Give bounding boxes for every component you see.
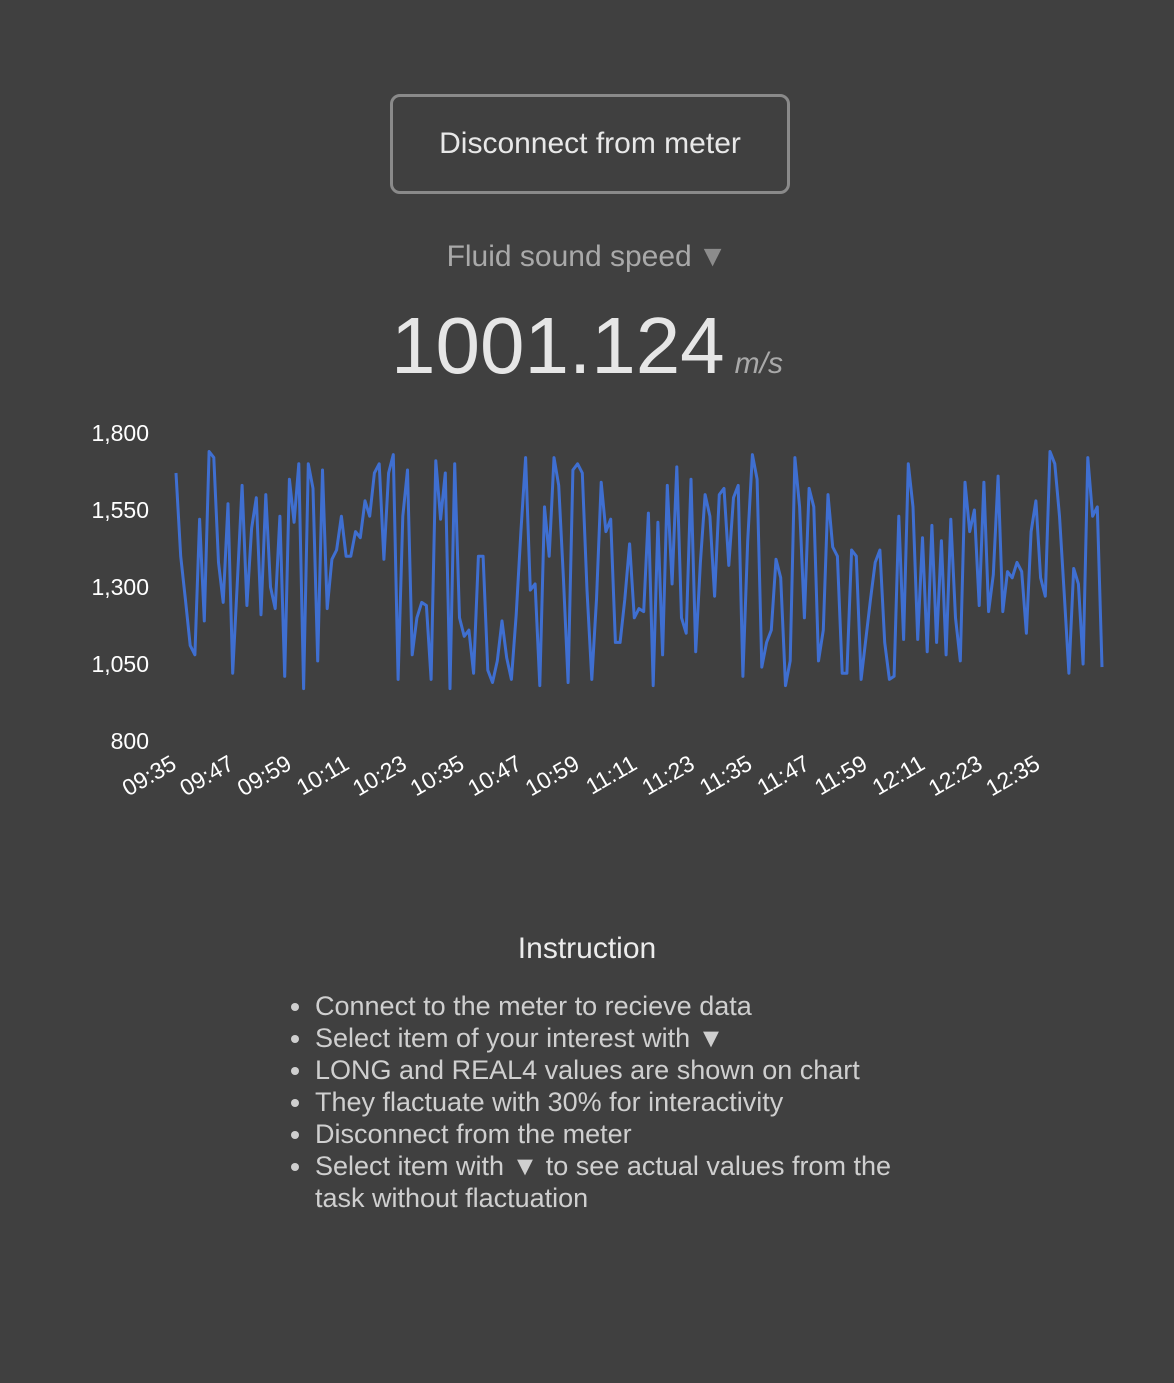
parameter-selector-label: Fluid sound speed — [446, 240, 692, 273]
x-tick-label: 11:23 — [637, 750, 698, 800]
x-tick-label: 12:11 — [868, 750, 929, 800]
x-tick-label: 11:47 — [752, 750, 813, 800]
list-item: Select item with ▼ to see actual values … — [291, 1150, 905, 1214]
list-item: They flactuate with 30% for interactivit… — [291, 1086, 905, 1118]
x-tick-label: 11:11 — [581, 750, 641, 800]
disconnect-button[interactable]: Disconnect from meter — [390, 94, 790, 194]
series-layer — [174, 450, 1104, 691]
x-tick-label: 10:47 — [463, 750, 526, 801]
series-line — [174, 450, 1104, 691]
instruction-title: Instruction — [517, 932, 657, 965]
list-item: LONG and REAL4 values are shown on chart — [291, 1054, 905, 1086]
x-axis: 09:3509:4709:5910:1110:2310:3510:4710:59… — [118, 750, 1044, 801]
x-tick-label: 12:35 — [981, 750, 1044, 801]
list-item: Select item of your interest with ▼ — [291, 1022, 905, 1054]
instruction-list: Connect to the meter to recieve data Sel… — [291, 990, 905, 1214]
x-tick-label: 09:47 — [175, 750, 238, 801]
x-tick-label: 09:35 — [118, 750, 181, 801]
x-tick-label: 10:23 — [348, 750, 411, 801]
x-tick-label: 11:59 — [810, 750, 871, 800]
y-tick-label: 1,550 — [91, 497, 149, 523]
y-tick-label: 1,050 — [91, 651, 149, 677]
x-tick-label: 10:35 — [406, 750, 469, 801]
x-tick-label: 09:59 — [233, 750, 296, 801]
list-item: Connect to the meter to recieve data — [291, 990, 905, 1022]
x-tick-label: 12:23 — [924, 750, 987, 801]
reading-value: 1001.124 — [391, 301, 725, 390]
y-tick-label: 1,300 — [91, 574, 149, 600]
x-tick-label: 10:11 — [292, 750, 353, 800]
x-tick-label: 11:35 — [695, 750, 756, 800]
list-item: Disconnect from the meter — [291, 1118, 905, 1150]
y-tick-label: 1,800 — [91, 420, 149, 446]
current-reading: 1001.124 m/s — [0, 296, 1174, 396]
x-tick-label: 10:59 — [521, 750, 584, 801]
parameter-selector[interactable]: Fluid sound speed ▼ — [0, 240, 1174, 274]
chevron-down-icon: ▼ — [697, 240, 728, 273]
y-tick-label: 800 — [111, 728, 149, 754]
reading-unit: m/s — [734, 347, 783, 380]
y-axis: 1,800 1,550 1,300 1,050 800 — [91, 420, 149, 754]
